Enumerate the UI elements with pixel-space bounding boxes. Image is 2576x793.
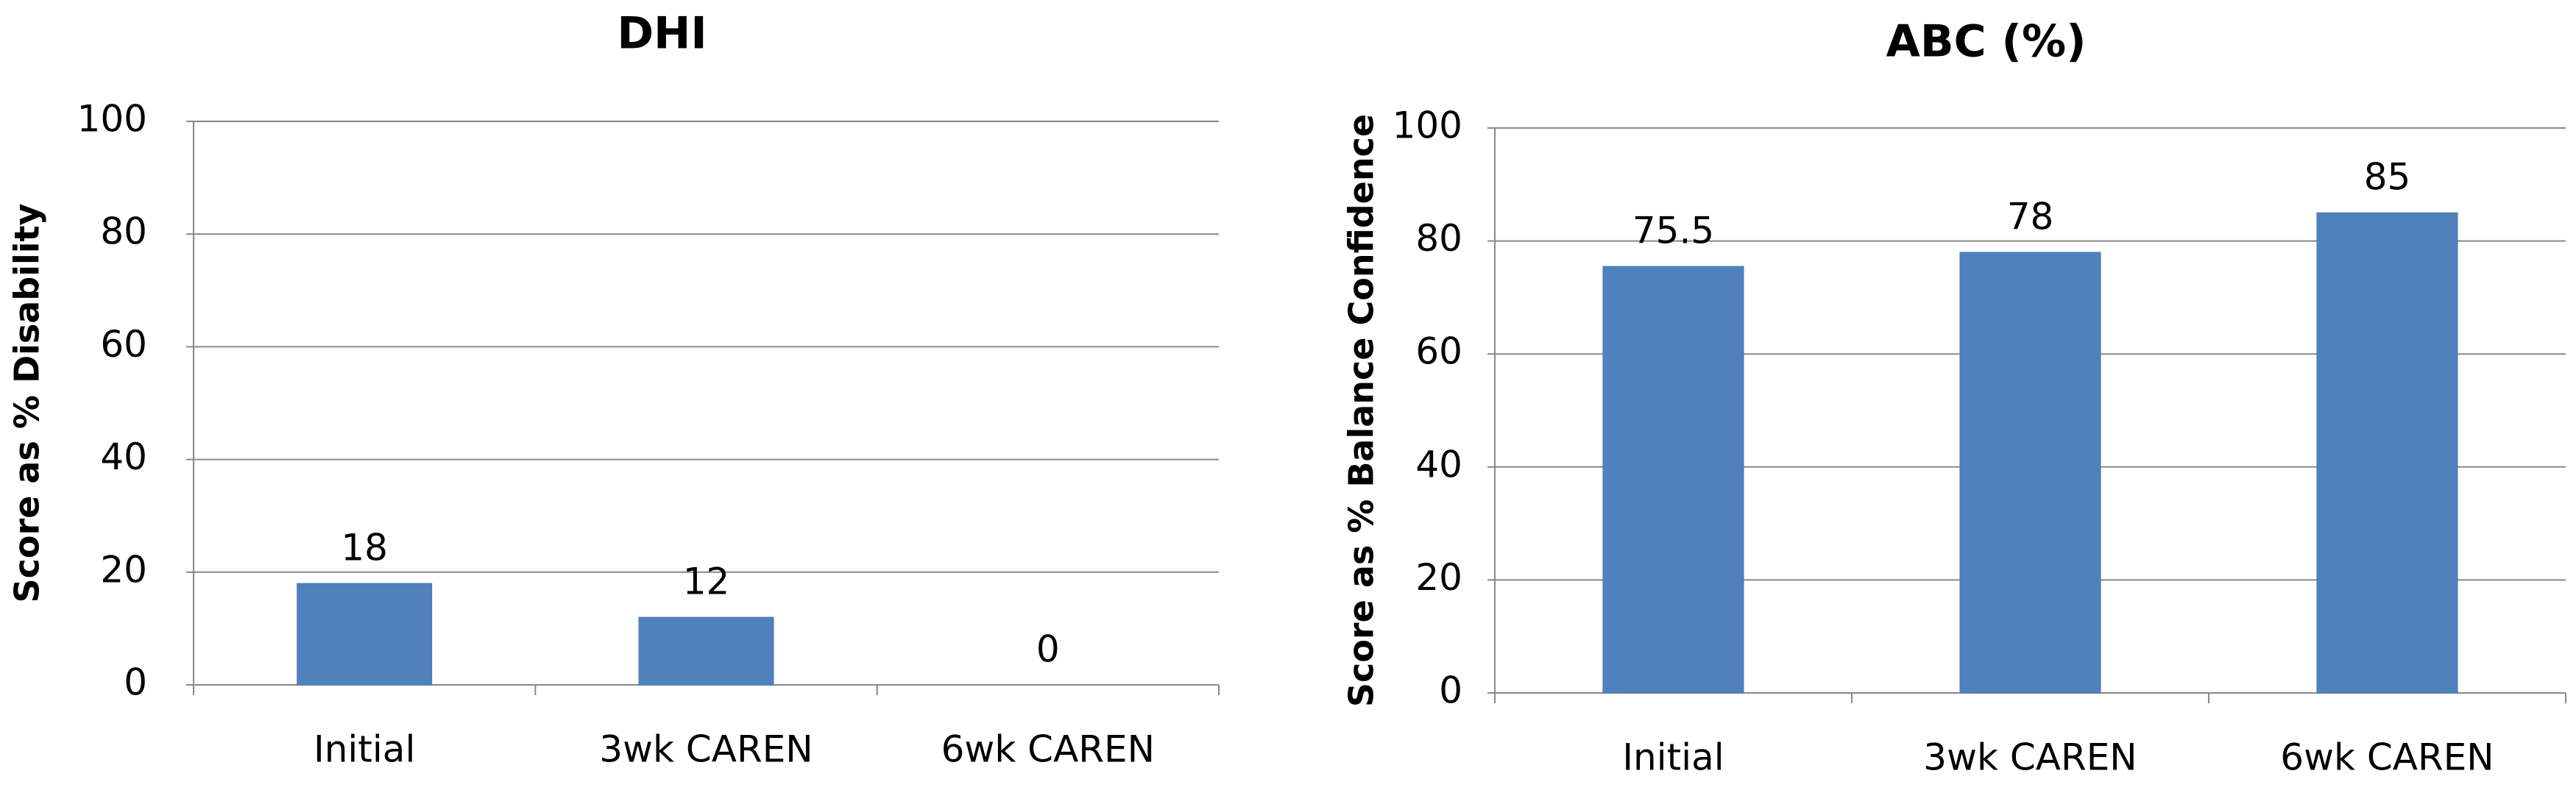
y-tick-label: 100 — [1393, 104, 1462, 147]
y-tick-label: 20 — [1415, 556, 1462, 599]
x-tick-label: Initial — [1622, 736, 1724, 779]
x-tick-label: 6wk CAREN — [2280, 736, 2494, 779]
value-label: 12 — [683, 561, 730, 603]
y-tick-label: 100 — [77, 98, 147, 141]
x-tick-label: 3wk CAREN — [1923, 736, 2137, 779]
y-axis-label: Score as % Disability — [7, 203, 47, 602]
value-label: 85 — [2364, 156, 2411, 199]
value-label: 18 — [341, 527, 388, 569]
x-tick-label: 3wk CAREN — [599, 728, 813, 771]
bar — [1602, 266, 1744, 694]
chart-title: ABC (%) — [1886, 16, 2086, 68]
y-tick-label: 0 — [1439, 669, 1462, 712]
y-tick-label: 60 — [1415, 330, 1462, 373]
y-tick-label: 40 — [1415, 443, 1462, 486]
value-label: 0 — [1036, 628, 1060, 671]
y-tick-label: 40 — [100, 435, 147, 478]
y-tick-label: 0 — [124, 661, 147, 704]
y-tick-label: 80 — [1415, 217, 1462, 260]
y-tick-label: 20 — [100, 548, 147, 591]
x-tick-label: 6wk CAREN — [941, 728, 1155, 771]
value-label: 78 — [2007, 195, 2054, 238]
x-tick-label: Initial — [314, 728, 415, 771]
chart-title: DHI — [617, 8, 707, 60]
y-axis-label: Score as % Balance Confidence — [1342, 114, 1381, 707]
bar — [638, 616, 774, 686]
bar — [297, 583, 433, 686]
y-tick-label: 80 — [100, 210, 147, 253]
value-label: 75.5 — [1632, 210, 1714, 252]
bar — [2316, 212, 2458, 694]
bar — [1959, 252, 2101, 694]
y-tick-label: 60 — [100, 323, 147, 366]
